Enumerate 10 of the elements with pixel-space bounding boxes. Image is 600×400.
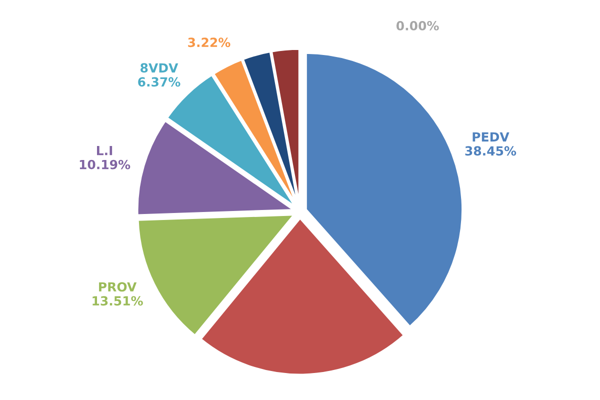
data-label: 10.19% — [80, 160, 130, 170]
data-label: 3.22% — [188, 38, 230, 48]
slice-label: 8VDV — [140, 63, 178, 73]
data-label: 38.45% — [465, 146, 516, 156]
slice-label: L.I — [97, 146, 112, 156]
slice-label: PEDV — [472, 132, 510, 142]
data-label: 6.37% — [138, 77, 180, 87]
text: 0.00% — [396, 20, 439, 30]
data-label: 13.51% — [92, 296, 143, 306]
slice-label: PROV — [99, 282, 137, 292]
